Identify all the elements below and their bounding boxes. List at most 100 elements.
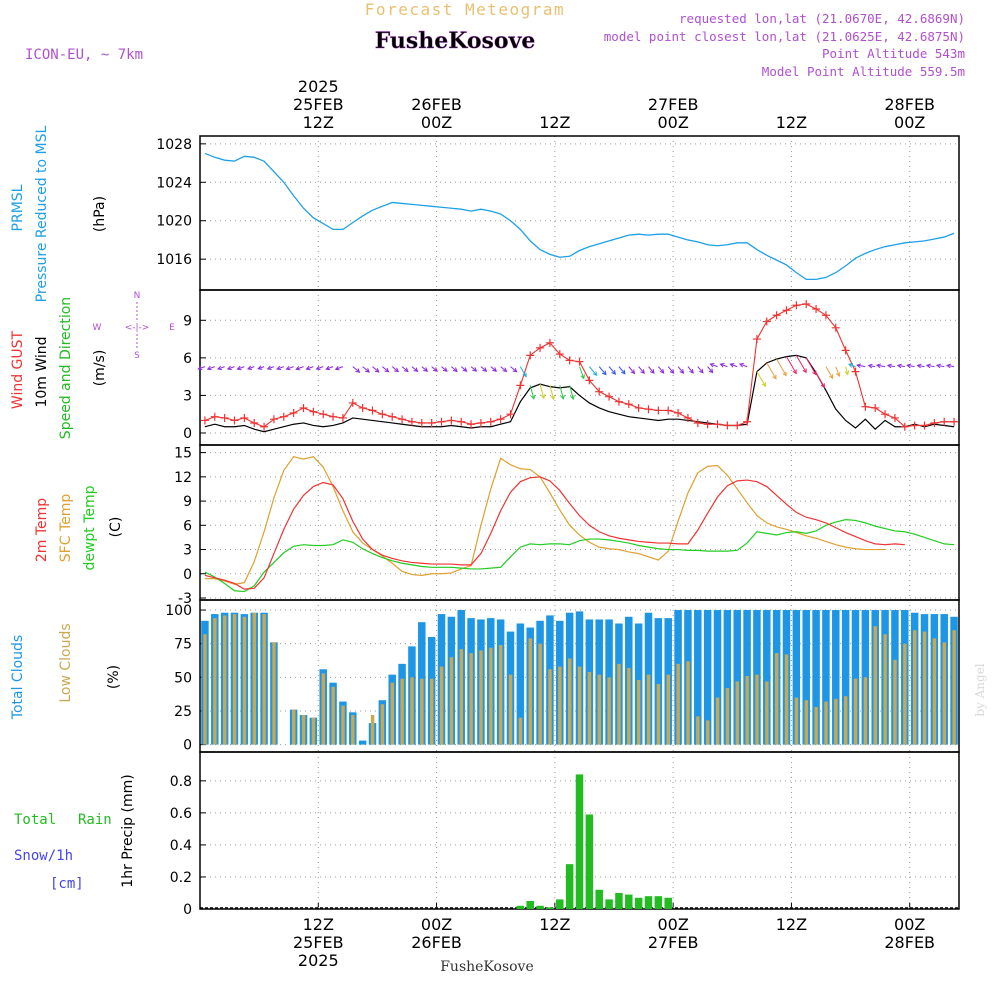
low-cloud-bar [607, 677, 611, 745]
wind-arrowhead [355, 368, 361, 373]
low-cloud-bar [459, 649, 464, 745]
wind-arrow [296, 366, 304, 370]
wind-arrow [730, 363, 738, 368]
low-cloud-bar [341, 705, 345, 745]
gust-point [861, 402, 870, 411]
top-axis-hour: 00Z [421, 113, 452, 132]
wind-arrow [638, 366, 645, 374]
low-cloud-bar [577, 666, 582, 745]
gust-point [447, 416, 456, 425]
wind-arrow [868, 364, 876, 368]
wind-arrowhead [708, 368, 714, 374]
wind-arrow [815, 372, 825, 388]
low-cloud-bar [922, 631, 927, 745]
compass-w: W [93, 323, 102, 333]
wind-arrow [569, 385, 574, 400]
y-tick-label: 0 [183, 567, 192, 583]
gust-point [812, 305, 821, 314]
y-tick-label: 0.6 [170, 806, 192, 822]
low-cloud-bar [203, 634, 207, 745]
gust-point [565, 356, 574, 365]
gust-point [890, 413, 899, 422]
wind-arrow [451, 366, 458, 372]
gust-point [398, 415, 407, 424]
wind-arrowhead [729, 363, 735, 368]
wind-arrow [549, 385, 555, 400]
wind-arrow [946, 364, 955, 368]
gust-point [841, 346, 850, 355]
wind-arrowhead [925, 363, 931, 369]
gust-point [358, 403, 367, 412]
rain-bar [526, 900, 534, 909]
low-cloud-bar [765, 681, 769, 745]
gust-point [683, 413, 692, 422]
wind-arrow [835, 366, 840, 377]
wind-arrow [267, 366, 275, 370]
label-hpa: (hPa) [92, 196, 108, 232]
top-axis-year: 2025 [298, 77, 339, 96]
low-cloud-bar [932, 638, 937, 745]
low-cloud-bar [449, 657, 454, 745]
rain-bar [546, 907, 554, 909]
label-10m-wind: 10m Wind [34, 336, 50, 407]
wind-arrow [559, 385, 564, 399]
low-cloud-bar [636, 680, 641, 745]
top-axis-date: 25FEB [293, 95, 344, 114]
total-cloud-bar [792, 610, 801, 745]
low-cloud-bar [528, 638, 533, 745]
gust-point [733, 421, 742, 430]
wind-arrow [667, 366, 675, 374]
wind-arrow [917, 364, 925, 368]
wind-arrowhead [792, 369, 797, 375]
gust-point [802, 300, 811, 309]
faded-title: Forecast Meteogram [365, 0, 565, 19]
gust-point [516, 381, 525, 390]
label-snow-cm: [cm] [50, 876, 84, 892]
wind-arrow [362, 366, 370, 373]
low-cloud-bar [784, 654, 789, 745]
gust-point [664, 406, 673, 415]
wind-arrow [352, 366, 360, 373]
low-cloud-bar [863, 677, 868, 745]
compass-n: N [134, 291, 141, 301]
wind-arrow [720, 363, 728, 368]
low-cloud-bar [222, 615, 227, 745]
low-cloud-bar [518, 717, 523, 745]
pressure-line [204, 152, 955, 281]
wind-arrow [470, 366, 477, 372]
wind-arrow [687, 366, 694, 374]
wind-arrowhead [601, 370, 607, 376]
bottom-axis-hour: 12Z [776, 915, 807, 934]
wind-arrow [247, 366, 255, 370]
gust-point [437, 417, 446, 426]
rain-bar [654, 896, 663, 909]
y-tick-label: 0 [183, 426, 192, 442]
low-cloud-bar [538, 643, 542, 745]
low-cloud-bar [834, 698, 838, 745]
wind-arrow [480, 366, 487, 372]
low-cloud-bar [597, 674, 602, 745]
wind-arrowhead [334, 365, 340, 371]
wind-arrowhead [848, 363, 854, 368]
wind-arrowhead [374, 367, 380, 373]
gust-point [338, 413, 347, 422]
wind-arrowhead [772, 374, 777, 380]
gust-point [752, 335, 761, 344]
rain-bar [565, 864, 574, 909]
bottom-axis-date: 27FEB [648, 933, 699, 952]
wind-arrowhead [560, 394, 565, 400]
wind-arrow [677, 366, 684, 374]
y-tick-label: 15 [174, 446, 192, 462]
gust-point [920, 421, 929, 430]
low-cloud-bar [479, 650, 483, 745]
low-cloud-bar [469, 653, 473, 745]
wind-arrow [697, 366, 704, 374]
wind-arrowhead [433, 367, 438, 372]
wind-arrow [401, 366, 409, 372]
wind-arrow [756, 371, 766, 387]
low-cloud-bar [745, 675, 749, 745]
gust-point [575, 357, 584, 366]
bottom-axis-date: 25FEB [293, 933, 344, 952]
y-tick-label: 1020 [156, 214, 192, 230]
